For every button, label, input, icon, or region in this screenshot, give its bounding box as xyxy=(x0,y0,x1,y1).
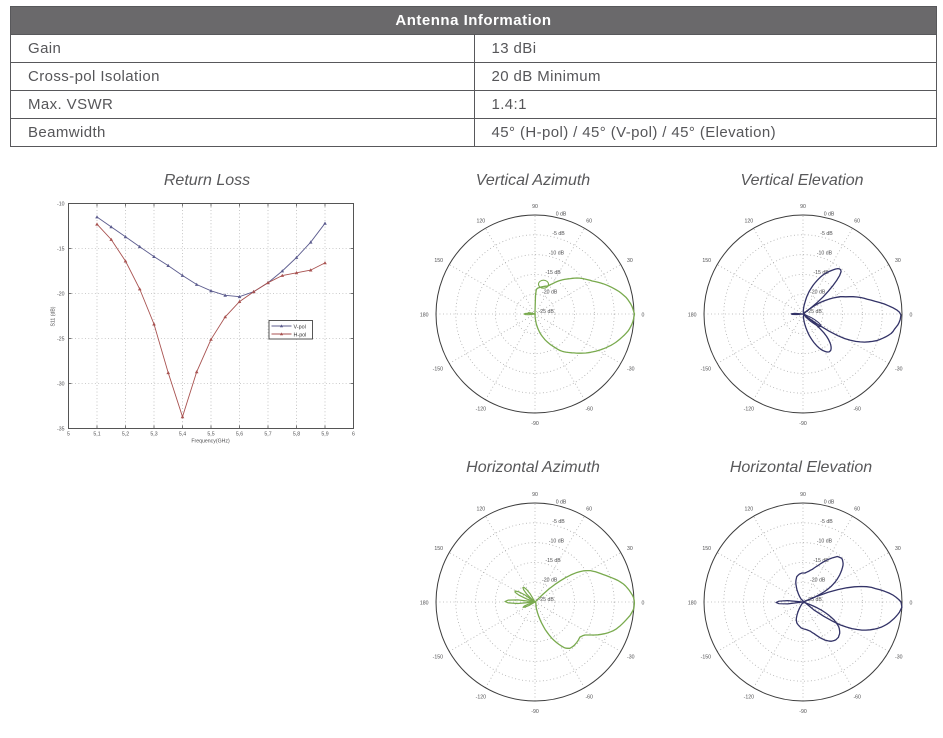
svg-text:30: 30 xyxy=(627,258,633,264)
svg-text:5,9: 5,9 xyxy=(321,432,328,438)
svg-text:-30: -30 xyxy=(57,382,65,388)
svg-text:0 dB: 0 dB xyxy=(556,212,567,218)
svg-text:6: 6 xyxy=(352,432,355,438)
svg-text:60: 60 xyxy=(586,506,592,512)
svg-text:Horizontal Elevation: Horizontal Elevation xyxy=(730,459,872,476)
svg-text:-5 dB: -5 dB xyxy=(552,231,565,237)
svg-text:90: 90 xyxy=(532,492,538,498)
svg-text:-10: -10 xyxy=(57,202,65,208)
svg-text:120: 120 xyxy=(476,218,485,224)
svg-text:0: 0 xyxy=(910,600,913,606)
svg-text:H-pol: H-pol xyxy=(294,332,307,338)
svg-text:5,4: 5,4 xyxy=(179,432,186,438)
svg-text:-15 dB: -15 dB xyxy=(545,558,561,564)
svg-text:Return Loss: Return Loss xyxy=(164,172,250,189)
svg-text:-25 dB: -25 dB xyxy=(539,597,555,603)
svg-text:-10 dB: -10 dB xyxy=(549,251,565,257)
svg-text:-90: -90 xyxy=(799,421,807,427)
svg-text:5,3: 5,3 xyxy=(150,432,157,438)
svg-text:5,7: 5,7 xyxy=(264,432,271,438)
svg-text:-15 dB: -15 dB xyxy=(813,270,829,276)
svg-text:-15: -15 xyxy=(57,247,65,253)
svg-text:-150: -150 xyxy=(701,367,711,373)
svg-text:5,2: 5,2 xyxy=(122,432,129,438)
svg-text:-30: -30 xyxy=(895,655,903,661)
svg-text:-25 dB: -25 dB xyxy=(807,309,823,315)
svg-text:-30: -30 xyxy=(627,367,635,373)
svg-text:-20 dB: -20 dB xyxy=(542,578,558,584)
svg-text:0 dB: 0 dB xyxy=(556,500,567,506)
svg-text:150: 150 xyxy=(702,258,711,264)
svg-text:-20 dB: -20 dB xyxy=(810,578,826,584)
svg-text:0 dB: 0 dB xyxy=(824,212,835,218)
svg-text:30: 30 xyxy=(895,258,901,264)
svg-text:30: 30 xyxy=(895,546,901,552)
svg-text:0: 0 xyxy=(642,312,645,318)
svg-text:-25 dB: -25 dB xyxy=(807,597,823,603)
svg-text:-60: -60 xyxy=(853,406,861,412)
svg-text:60: 60 xyxy=(854,506,860,512)
svg-text:-150: -150 xyxy=(433,367,443,373)
svg-text:0: 0 xyxy=(910,312,913,318)
svg-text:5: 5 xyxy=(67,432,70,438)
svg-text:120: 120 xyxy=(744,218,753,224)
svg-text:5,1: 5,1 xyxy=(93,432,100,438)
svg-text:-20 dB: -20 dB xyxy=(542,290,558,296)
svg-text:-90: -90 xyxy=(799,709,807,715)
svg-text:Frequency(GHz): Frequency(GHz) xyxy=(191,439,230,445)
svg-text:0: 0 xyxy=(642,600,645,606)
svg-text:150: 150 xyxy=(434,258,443,264)
svg-text:-120: -120 xyxy=(476,406,486,412)
svg-text:-5 dB: -5 dB xyxy=(820,231,833,237)
svg-text:Vertical Elevation: Vertical Elevation xyxy=(740,172,863,189)
svg-text:-15 dB: -15 dB xyxy=(545,270,561,276)
svg-text:120: 120 xyxy=(476,506,485,512)
svg-text:180: 180 xyxy=(688,312,697,318)
svg-text:120: 120 xyxy=(744,506,753,512)
svg-text:-10 dB: -10 dB xyxy=(817,539,833,545)
svg-text:-25 dB: -25 dB xyxy=(539,309,555,315)
svg-text:-10 dB: -10 dB xyxy=(817,251,833,257)
svg-text:-25: -25 xyxy=(57,337,65,343)
svg-text:-5 dB: -5 dB xyxy=(820,519,833,525)
svg-text:-120: -120 xyxy=(744,694,754,700)
svg-text:0 dB: 0 dB xyxy=(824,500,835,506)
svg-text:-120: -120 xyxy=(744,406,754,412)
svg-text:-60: -60 xyxy=(853,694,861,700)
svg-text:-60: -60 xyxy=(585,694,593,700)
svg-text:-30: -30 xyxy=(895,367,903,373)
svg-text:-60: -60 xyxy=(585,406,593,412)
svg-text:60: 60 xyxy=(586,218,592,224)
svg-text:30: 30 xyxy=(627,546,633,552)
svg-text:150: 150 xyxy=(702,546,711,552)
svg-text:5,8: 5,8 xyxy=(293,432,300,438)
svg-text:60: 60 xyxy=(854,218,860,224)
svg-text:90: 90 xyxy=(800,204,806,210)
svg-text:-5 dB: -5 dB xyxy=(552,519,565,525)
svg-text:180: 180 xyxy=(420,600,429,606)
svg-text:5,6: 5,6 xyxy=(236,432,243,438)
svg-text:-150: -150 xyxy=(433,655,443,661)
svg-text:-150: -150 xyxy=(701,655,711,661)
svg-text:-35: -35 xyxy=(57,427,65,433)
svg-text:180: 180 xyxy=(688,600,697,606)
svg-text:90: 90 xyxy=(532,204,538,210)
svg-text:V-pol: V-pol xyxy=(294,324,306,330)
svg-text:-90: -90 xyxy=(531,709,539,715)
svg-text:5,5: 5,5 xyxy=(207,432,214,438)
svg-text:150: 150 xyxy=(434,546,443,552)
svg-text:180: 180 xyxy=(420,312,429,318)
svg-text:-120: -120 xyxy=(476,694,486,700)
svg-text:90: 90 xyxy=(800,492,806,498)
svg-text:-20: -20 xyxy=(57,292,65,298)
svg-text:Horizontal Azimuth: Horizontal Azimuth xyxy=(466,459,600,476)
svg-text:-90: -90 xyxy=(531,421,539,427)
svg-text:-20 dB: -20 dB xyxy=(810,290,826,296)
svg-text:-30: -30 xyxy=(627,655,635,661)
svg-text:Vertical Azimuth: Vertical Azimuth xyxy=(476,172,591,189)
svg-text:S11 (dB): S11 (dB) xyxy=(51,306,57,326)
svg-text:-10 dB: -10 dB xyxy=(549,539,565,545)
svg-text:-15 dB: -15 dB xyxy=(813,558,829,564)
